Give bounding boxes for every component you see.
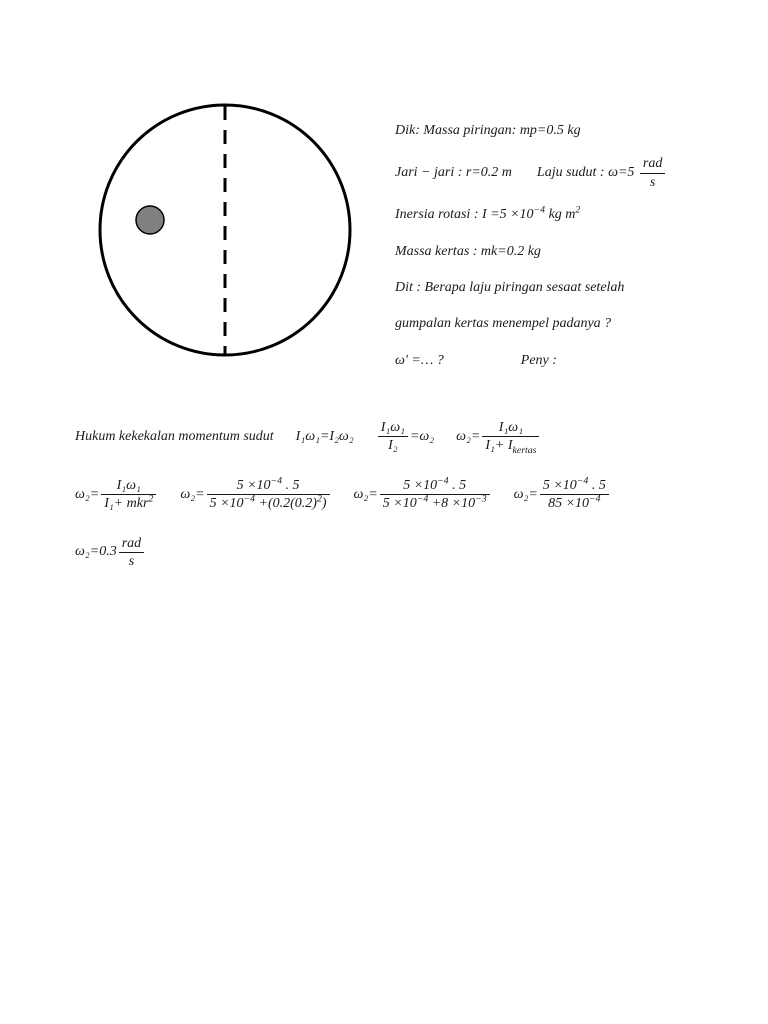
eqn-solve-w2-b: ω₂= I₁ω₁ I₁+ Ikertas <box>456 420 541 454</box>
frac-den: s <box>119 553 144 569</box>
w2-eq: ω₂= <box>180 487 204 503</box>
omega-prime: ω' =… ? <box>395 350 444 372</box>
inertia-post: kg m <box>545 207 575 222</box>
page: Dik: Massa piringan: mp=0.5 kg Jari − ja… <box>0 0 768 1024</box>
w2-eq: ω₂= <box>456 429 480 445</box>
given-inertia: Inersia rotasi : I =5 ×10−4 kg m2 <box>395 204 735 226</box>
w2-eq: ω₂= <box>75 487 99 503</box>
inertia-exp: −4 <box>534 205 546 216</box>
frac-den: 5 ×10−4 +(0.2(0.2)2) <box>207 495 330 511</box>
frac-num: rad <box>119 536 144 553</box>
w2-value: ω₂=0.3 <box>75 544 117 560</box>
frac-den: 5 ×10−4 +8 ×10−3 <box>380 495 490 511</box>
solution-line-3: ω₂=0.3 rad s <box>75 536 715 570</box>
w2-eq: ω₂= <box>354 487 378 503</box>
frac-num: rad <box>640 156 665 173</box>
conservation-label: Hukum kekekalan momentum sudut <box>75 429 274 445</box>
eqn-subst-2: ω₂= 5 ×10−4 . 5 5 ×10−4 +8 ×10−3 <box>354 478 492 512</box>
disc-diagram <box>95 100 355 360</box>
given-block: Dik: Massa piringan: mp=0.5 kg Jari − ja… <box>395 120 735 387</box>
omega-prime-row: ω' =… ? Peny : <box>395 350 735 373</box>
given-radius: Jari − jari : r=0.2 m <box>395 162 512 184</box>
question-line2: gumpalan kertas menempel padanya ? <box>395 313 735 335</box>
paper-dot <box>136 206 164 234</box>
eqn-subst-3: ω₂= 5 ×10−4 . 5 85 ×10−4 <box>514 478 611 512</box>
given-radius-omega: Jari − jari : r=0.2 m Laju sudut : ω=5 r… <box>395 156 735 190</box>
inertia-sq: 2 <box>575 205 580 216</box>
question-line1: Dit : Berapa laju piringan sesaat setela… <box>395 277 735 299</box>
eqn-subst-1: ω₂= 5 ×10−4 . 5 5 ×10−4 +(0.2(0.2)2) <box>180 478 331 512</box>
frac-den: 85 ×10−4 <box>540 495 609 511</box>
w2-eq: ω₂= <box>514 487 538 503</box>
rad-per-s: rad s <box>638 156 667 190</box>
peny-label: Peny : <box>521 350 557 372</box>
given-omega-label: Laju sudut : ω=5 <box>537 162 635 184</box>
frac-num: 5 ×10−4 . 5 <box>207 478 330 495</box>
eqn-solve-w2-a: I₁ω₁ I₂ =ω₂ <box>376 420 434 454</box>
solution-block: Hukum kekekalan momentum sudut I₁ω₁=I₂ω₂… <box>75 420 715 593</box>
given-mass-paper: Massa kertas : mk=0.2 kg <box>395 241 735 263</box>
inertia-pre: Inersia rotasi : I =5 ×10 <box>395 207 534 222</box>
eq-w2: =ω₂ <box>410 429 434 445</box>
frac-num: I₁ω₁ <box>378 420 408 437</box>
given-mass-disc: Dik: Massa piringan: mp=0.5 kg <box>395 120 735 142</box>
eqn-I1w1-I2w2: I₁ω₁=I₂ω₂ <box>296 429 354 445</box>
eqn-mkr2: ω₂= I₁ω₁ I₁+ mkr2 <box>75 478 158 512</box>
frac-num: 5 ×10−4 . 5 <box>380 478 490 495</box>
solution-line-1: Hukum kekekalan momentum sudut I₁ω₁=I₂ω₂… <box>75 420 715 454</box>
frac-den: I₂ <box>378 437 408 453</box>
frac-den: s <box>640 174 665 190</box>
frac-den: I₁+ Ikertas <box>482 437 539 453</box>
frac-den: I₁+ mkr2 <box>101 495 156 511</box>
solution-line-2: ω₂= I₁ω₁ I₁+ mkr2 ω₂= 5 ×10−4 . 5 5 ×10−… <box>75 478 715 512</box>
frac-num: I₁ω₁ <box>482 420 539 437</box>
final-answer: ω₂=0.3 rad s <box>75 536 146 570</box>
